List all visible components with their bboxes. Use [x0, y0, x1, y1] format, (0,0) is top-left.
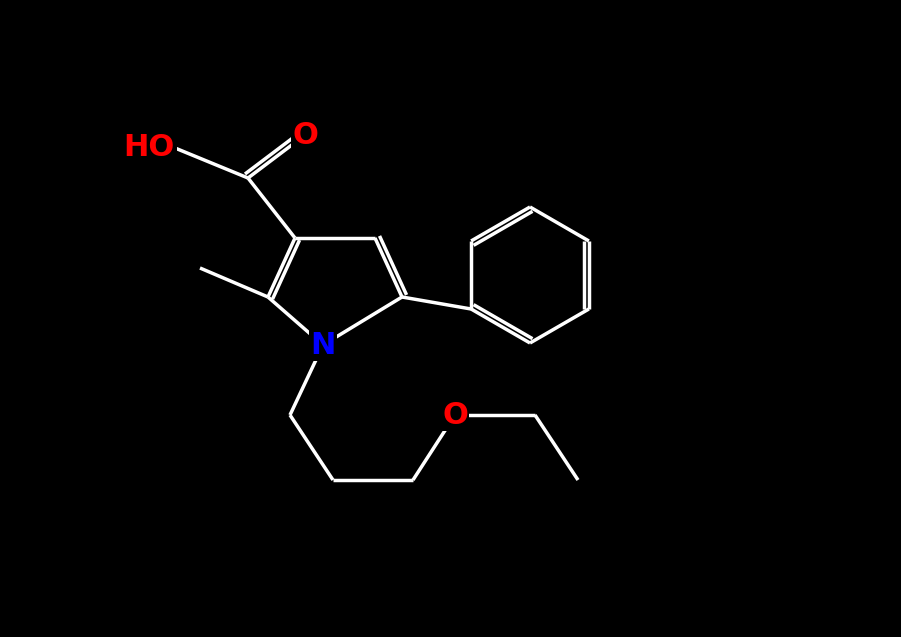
Text: N: N	[310, 331, 336, 359]
Text: O: O	[292, 120, 318, 150]
Text: O: O	[442, 401, 468, 429]
Text: HO: HO	[123, 134, 175, 162]
